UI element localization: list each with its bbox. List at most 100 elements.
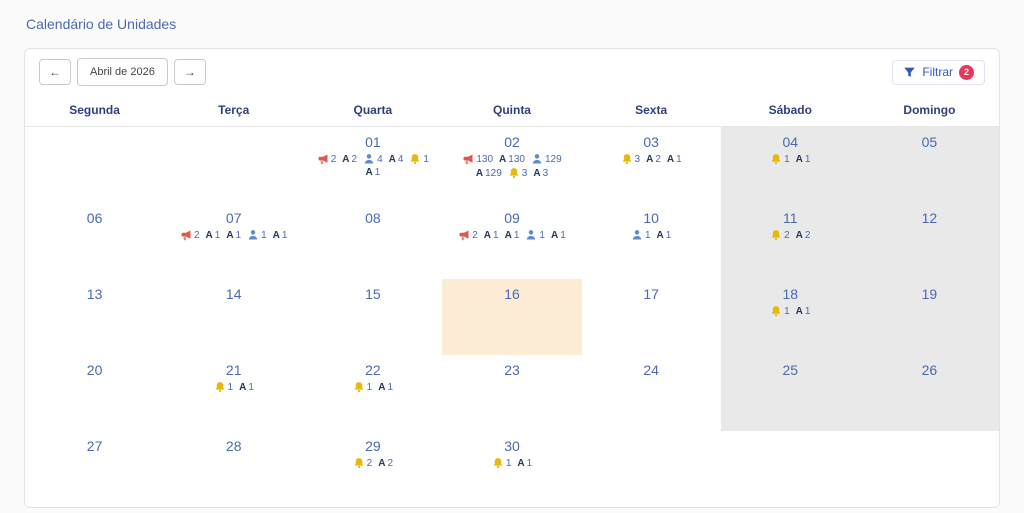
event-person[interactable]: 1 (631, 229, 651, 241)
event-person[interactable]: 129 (531, 153, 562, 165)
event-count: 2 (330, 153, 337, 165)
calendar-day-cell[interactable]: 04 1 A 1 (720, 127, 860, 203)
calendar-day-cell[interactable]: 01 2 A 2 4 A 4 1 A 1 (303, 127, 442, 203)
megaphone-icon (462, 153, 474, 165)
calendar-day-cell[interactable]: 22 1 A 1 (303, 355, 442, 431)
month-label-button[interactable]: Abril de 2026 (77, 58, 168, 86)
event-letter-a[interactable]: A 130 (499, 153, 525, 165)
calendar-day-cell[interactable]: 07 2 A 1 A 1 1 A 1 (164, 203, 303, 279)
calendar-day-cell[interactable]: 29 2 A 2 (303, 431, 442, 507)
event-bell[interactable]: 3 (508, 167, 527, 179)
event-count: 1 (423, 153, 429, 165)
event-megaphone[interactable]: 2 (458, 229, 478, 241)
calendar-day-cell[interactable]: 21 1 A 1 (164, 355, 303, 431)
calendar-day-cell[interactable]: 11 2 A 2 (720, 203, 860, 279)
event-bell[interactable]: 3 (621, 153, 640, 165)
calendar-day-cell[interactable]: 02 130 A 130 129 A 129 3 A 3 (442, 127, 581, 203)
event-bell[interactable]: 1 (770, 153, 790, 165)
day-number: 22 (365, 362, 381, 378)
event-count: 1 (804, 305, 811, 317)
day-number: 25 (782, 362, 799, 378)
next-month-button[interactable]: → (173, 59, 206, 85)
event-megaphone[interactable]: 130 (462, 153, 493, 165)
event-megaphone[interactable]: 2 (180, 229, 200, 241)
calendar-day-cell[interactable]: 03 3 A 2 A 1 (582, 127, 721, 203)
letter-a-icon: A (504, 229, 512, 241)
calendar-day-cell[interactable]: 13 (25, 279, 164, 355)
event-person[interactable]: 1 (247, 229, 267, 241)
calendar-day-cell[interactable]: 20 (25, 355, 164, 431)
calendar-toolbar: ← Abril de 2026 → Filtrar 2 (25, 49, 999, 95)
event-letter-a[interactable]: A 129 (476, 167, 502, 179)
event-megaphone[interactable]: 2 (317, 153, 337, 165)
calendar-day-cell[interactable]: 12 (859, 203, 999, 279)
event-bell[interactable]: 2 (770, 229, 790, 241)
calendar-day-cell[interactable]: 15 (303, 279, 442, 355)
day-number: 21 (225, 362, 242, 378)
event-count: 1 (387, 381, 394, 393)
day-number: 13 (86, 286, 103, 302)
calendar-day-cell[interactable]: 25 (720, 355, 860, 431)
event-person[interactable]: 4 (363, 153, 383, 165)
calendar-day-cell[interactable]: 24 (582, 355, 721, 431)
calendar-day-cell[interactable]: 18 1 A 1 (720, 279, 860, 355)
day-number: 17 (643, 286, 659, 302)
calendar-day-cell[interactable]: 23 (442, 355, 581, 431)
day-number: 04 (782, 134, 799, 150)
event-bell[interactable]: 1 (770, 305, 790, 317)
calendar-day-cell[interactable]: 30 1 A 1 (442, 431, 581, 507)
calendar-empty-cell (721, 431, 860, 507)
event-bell[interactable]: 1 (214, 381, 233, 393)
letter-a-icon: A (205, 229, 213, 241)
calendar-day-cell[interactable]: 17 (582, 279, 721, 355)
calendar-day-cell[interactable]: 09 2 A 1 A 1 1 A 1 (442, 203, 581, 279)
calendar-day-cell[interactable]: 28 (164, 431, 303, 507)
event-bell[interactable]: 1 (353, 381, 372, 393)
calendar-day-cell[interactable]: 19 (859, 279, 999, 355)
calendar-day-cell[interactable]: 08 (303, 203, 442, 279)
event-count: 2 (472, 229, 478, 241)
calendar-day-cell[interactable]: 26 (859, 355, 999, 431)
event-count: 1 (248, 381, 254, 393)
calendar-day-cell[interactable]: 27 (25, 431, 164, 507)
filter-button[interactable]: Filtrar 2 (892, 59, 985, 85)
event-count: 1 (804, 153, 811, 165)
calendar-day-cell[interactable]: 10 1 A 1 (582, 203, 721, 279)
event-count: 1 (214, 229, 221, 241)
event-bell[interactable]: 1 (492, 457, 511, 469)
calendar-day-cell[interactable]: 14 (164, 279, 303, 355)
event-count: 1 (261, 229, 267, 241)
prev-month-button[interactable]: ← (39, 59, 71, 85)
event-person[interactable]: 1 (525, 229, 545, 241)
letter-a-icon: A (365, 167, 373, 178)
event-bell[interactable]: 1 (409, 153, 429, 165)
event-bell[interactable]: 2 (353, 457, 372, 469)
calendar-day-cell[interactable]: 16 (442, 279, 582, 355)
day-number: 10 (643, 210, 659, 226)
calendar-day-cell[interactable]: 06 (25, 203, 164, 279)
calendar-day-cell[interactable]: 05 (859, 127, 999, 203)
